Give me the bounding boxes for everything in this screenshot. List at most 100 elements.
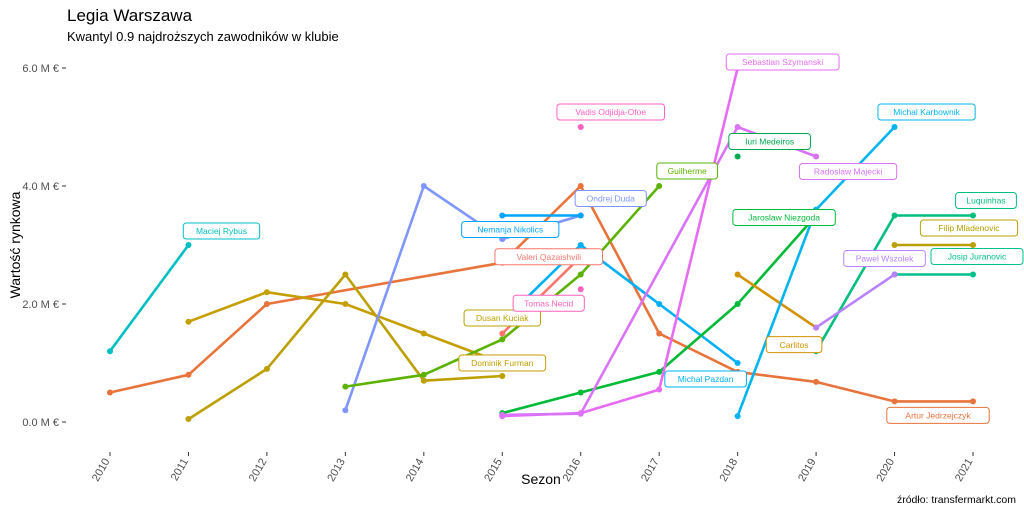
series-line	[187, 273, 503, 421]
series-label-box	[732, 209, 836, 226]
series-label: Carlitos	[780, 340, 809, 350]
data-point	[185, 318, 192, 325]
series-label-box	[458, 354, 547, 372]
series-labels: Maciej Rybus Artur Jedrzejczyk Dusan Kucia…	[182, 53, 1024, 424]
series-label: Michal Pazdan	[678, 374, 734, 384]
x-tick-label: 2020	[875, 457, 898, 484]
series-label: Ondrej Duda	[587, 194, 635, 204]
data-point	[107, 348, 113, 355]
data-point	[420, 377, 427, 384]
data-point	[734, 124, 741, 130]
data-point	[342, 383, 349, 390]
source-caption: źródło: transfermarkt.com	[896, 494, 1016, 506]
data-point	[577, 286, 584, 293]
data-point	[499, 330, 506, 337]
data-point	[734, 301, 741, 307]
data-point	[499, 336, 506, 343]
data-point	[577, 242, 584, 248]
series-label: Pawel Wszolek	[856, 254, 914, 264]
series-label: Jaroslaw Niezgoda	[748, 213, 820, 223]
data-point	[656, 386, 663, 393]
series-line	[815, 273, 896, 329]
data-point	[577, 212, 584, 219]
data-point	[499, 372, 506, 379]
data-point	[577, 389, 584, 396]
y-tick-label: 6.0 M €	[22, 63, 59, 75]
data-point	[891, 242, 898, 248]
series-label: Iuri Medeiros	[745, 137, 794, 147]
data-point	[970, 271, 976, 278]
data-point	[734, 413, 741, 420]
data-point	[420, 371, 427, 378]
series-label-box	[843, 250, 926, 267]
data-point	[499, 411, 506, 418]
x-tick-label: 2017	[639, 457, 662, 484]
x-tick-label: 2018	[718, 457, 741, 484]
data-point	[577, 410, 584, 417]
data-point	[499, 212, 506, 219]
series-label: Guilherme	[668, 166, 707, 176]
series-label: Filip Mladenovic	[939, 223, 1001, 233]
x-tick-label: 2019	[796, 457, 819, 484]
chart-subtitle: Kwantyl 0.9 najdroższych zawodników w kl…	[67, 29, 339, 44]
series-label: Artur Jedrzejczyk	[905, 411, 971, 421]
series-label: Radoslaw Majecki	[814, 167, 883, 177]
series-label: Dusan Kuciak	[476, 313, 529, 323]
series-label: Luquinhas	[966, 196, 1005, 206]
y-tick-label: 2.0 M €	[22, 299, 59, 311]
series-line	[501, 243, 739, 365]
series-label-box	[798, 163, 898, 180]
data-point	[656, 330, 663, 337]
x-tick-label: 2016	[561, 457, 584, 484]
data-point	[185, 242, 192, 248]
series-label: Sebastian Szymanski	[742, 57, 823, 67]
series-label-box	[494, 248, 604, 266]
data-point	[970, 398, 976, 405]
series-label-box	[728, 133, 811, 150]
data-point	[577, 183, 584, 189]
data-point	[734, 153, 741, 160]
chart-title: Legia Warszawa	[67, 6, 193, 25]
series-label-box	[765, 336, 823, 354]
data-point	[342, 301, 349, 307]
series-label-box	[955, 192, 1017, 209]
data-point	[656, 368, 663, 375]
x-tick-label: 2014	[404, 457, 427, 484]
data-point	[813, 153, 820, 160]
data-point	[185, 416, 192, 423]
axes: 0.0 M € 2.0 M € 4.0 M € 6.0 M € 2010 2011 2012…	[22, 63, 975, 484]
series-label-box	[664, 370, 747, 388]
x-tick-label: 2021	[953, 457, 976, 484]
series-label: Dominik Furman	[471, 358, 534, 368]
series-label-box	[182, 222, 261, 240]
data-point	[263, 301, 270, 307]
series-label-box	[463, 309, 541, 327]
data-point	[891, 398, 898, 405]
data-point	[891, 212, 898, 219]
series-label-box	[725, 53, 840, 71]
data-point	[420, 330, 427, 337]
data-point	[970, 212, 976, 219]
series-label-box	[919, 219, 1019, 237]
data-point	[185, 371, 192, 378]
series-label-box	[556, 103, 666, 121]
data-point	[656, 301, 663, 307]
data-point	[577, 271, 584, 278]
series-label-box	[886, 406, 990, 424]
data-point	[107, 389, 113, 396]
series-label-box	[461, 221, 560, 238]
data-point	[420, 183, 427, 189]
series-label: Michal Karbownik	[893, 107, 960, 117]
x-tick-label: 2015	[482, 456, 505, 483]
series-label: Nemanja Nikolics	[477, 225, 543, 235]
data-point	[342, 407, 349, 414]
data-point	[263, 365, 270, 372]
data-point	[577, 124, 584, 130]
x-axis-label: Sezon	[521, 471, 561, 487]
data-point	[263, 289, 270, 296]
data-point	[970, 242, 976, 248]
series-label: Tomas Necid	[524, 298, 573, 308]
y-axis-label: Wartość rynkowa	[7, 191, 23, 298]
data-point	[656, 183, 663, 189]
data-point	[734, 271, 741, 278]
